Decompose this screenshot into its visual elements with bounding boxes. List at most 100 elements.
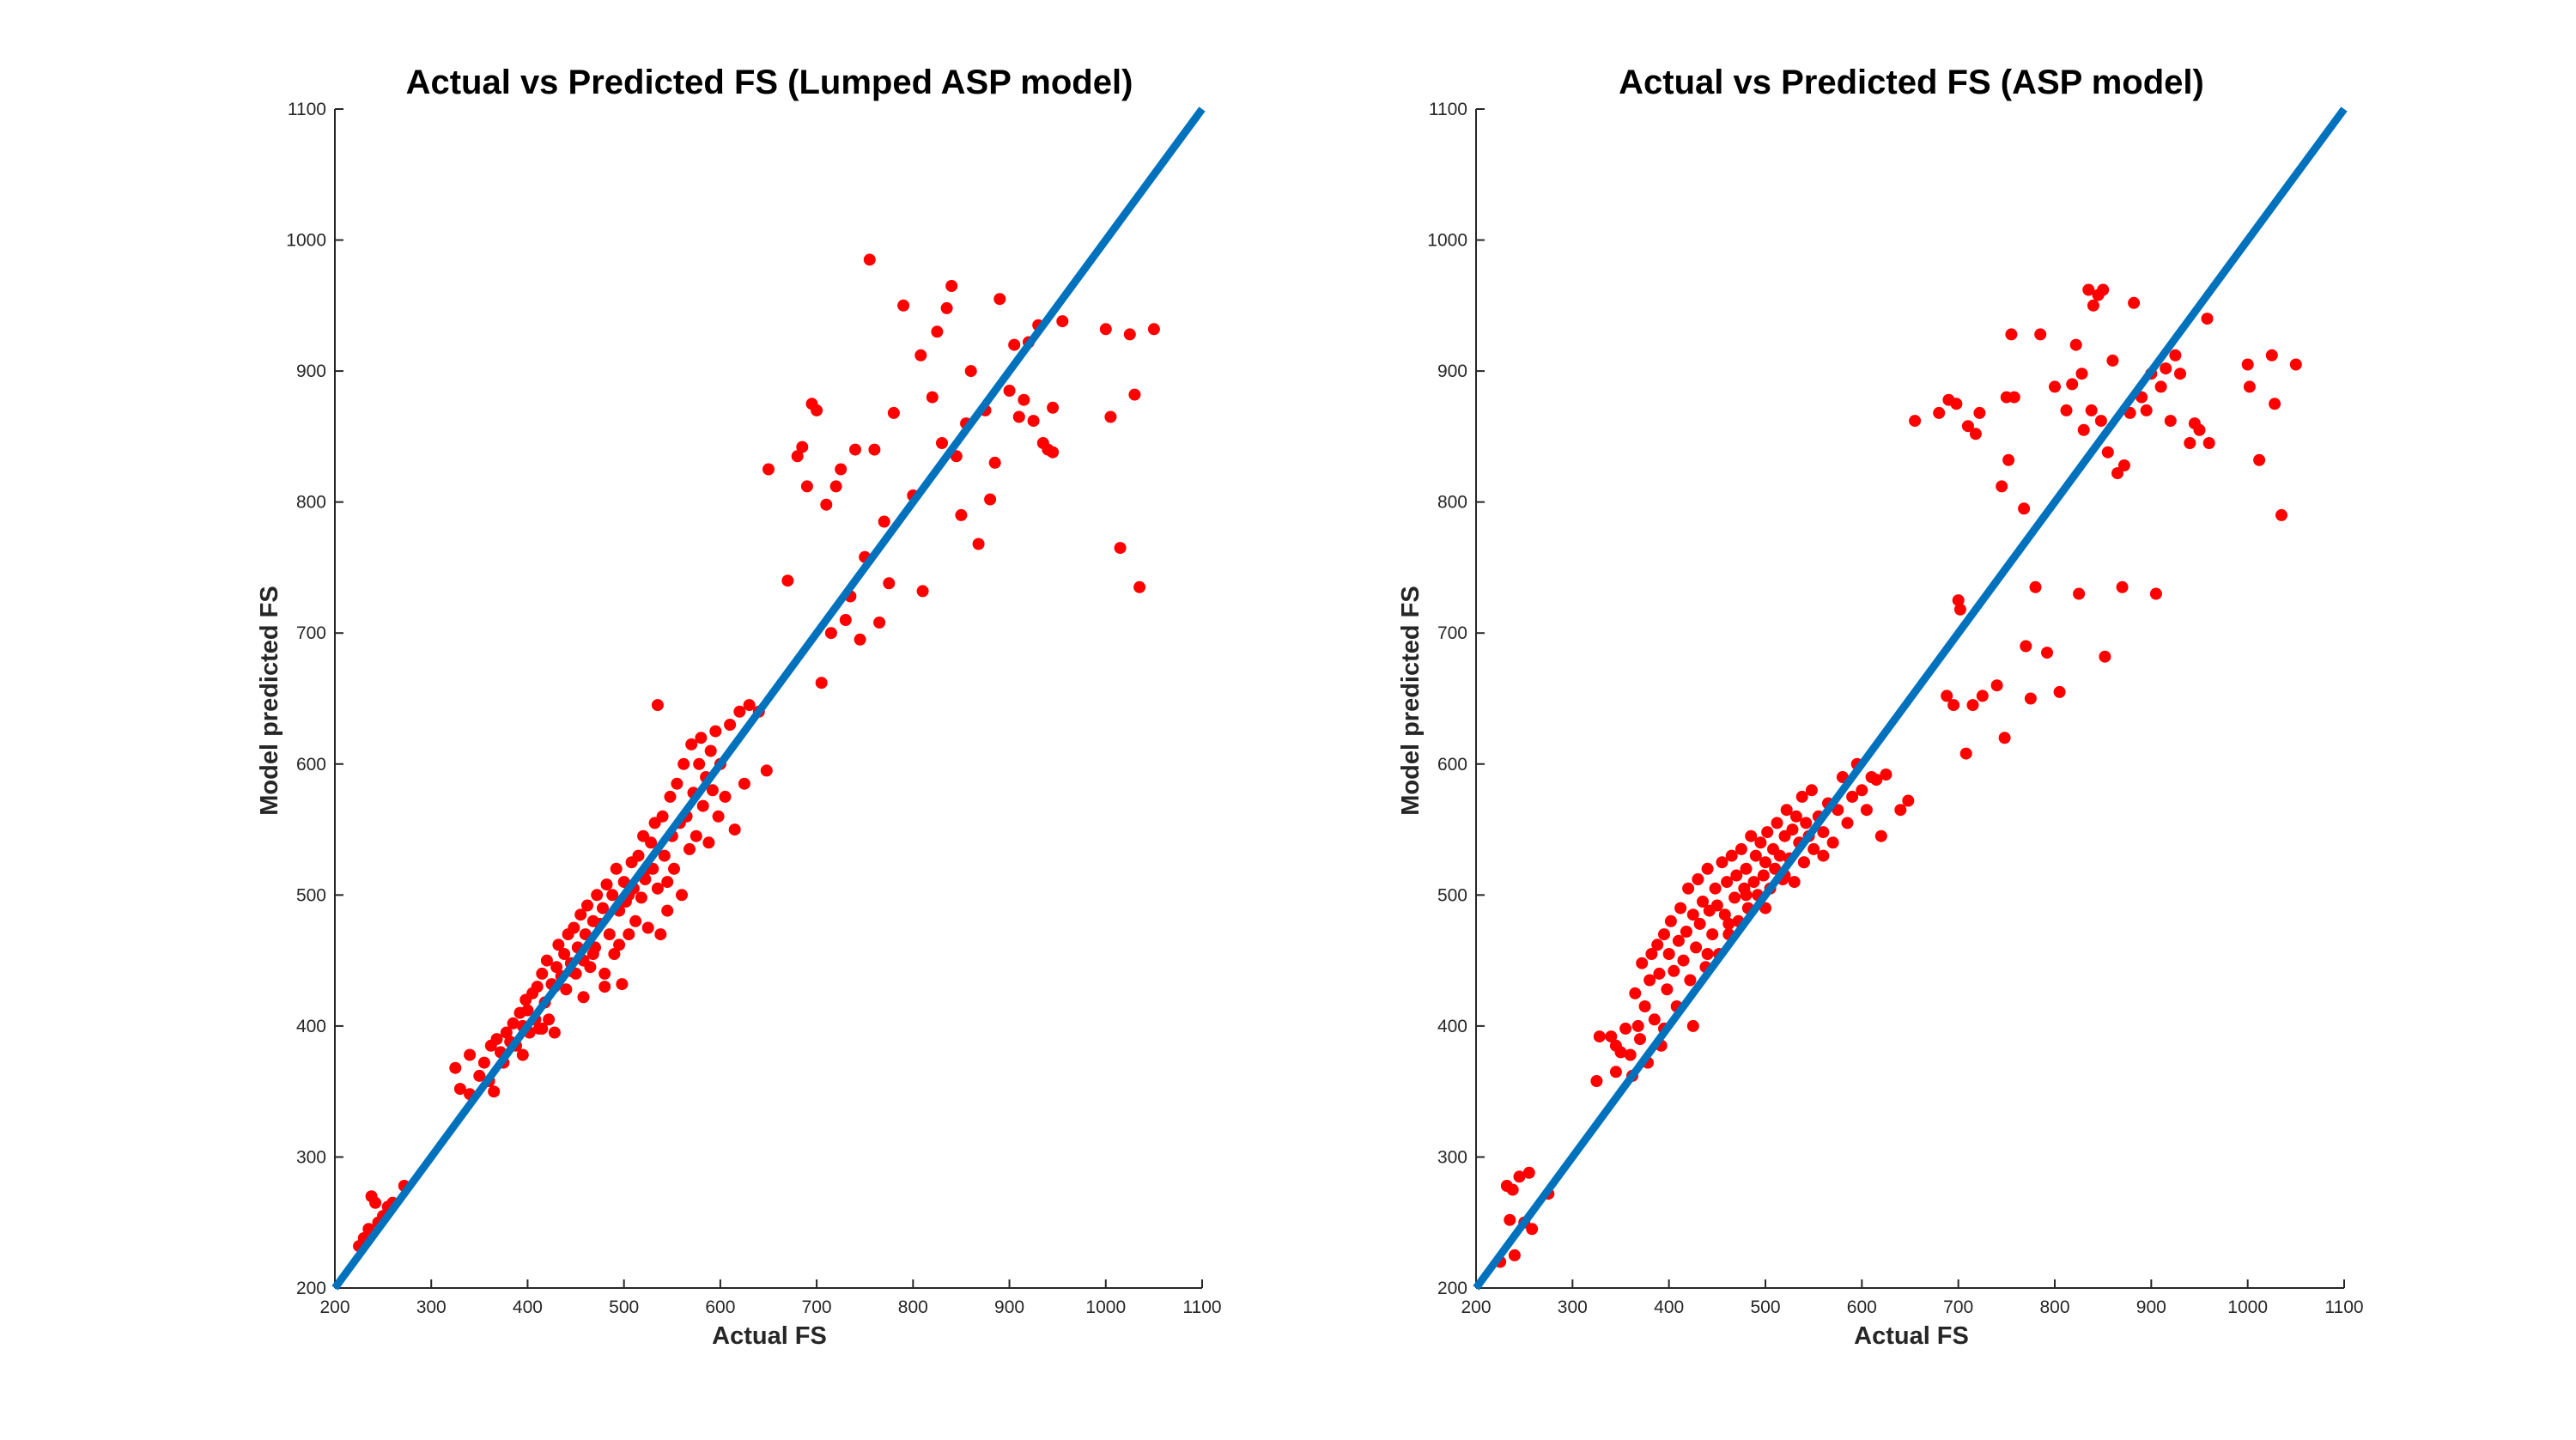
data-point <box>568 921 580 934</box>
data-point <box>597 902 609 914</box>
x-tick-label: 1100 <box>2324 1297 2363 1317</box>
data-point <box>760 764 773 777</box>
data-point <box>1645 948 1658 960</box>
data-point <box>1018 393 1030 406</box>
y-tick-label: 400 <box>296 1017 326 1036</box>
data-point <box>704 744 717 757</box>
y-tick-label: 200 <box>1437 1279 1467 1298</box>
y-tick-label: 1100 <box>288 100 326 119</box>
data-point <box>2253 453 2266 466</box>
chart-lumped-asp: Actual vs Predicted FS (Lumped ASP model… <box>256 64 1222 1350</box>
y-tick-label: 600 <box>296 755 326 775</box>
data-point <box>936 437 948 449</box>
data-point <box>521 1004 534 1017</box>
data-point <box>719 790 732 803</box>
data-point <box>473 1069 486 1082</box>
data-point <box>1773 849 1786 862</box>
data-point <box>1504 1213 1516 1226</box>
data-point <box>1740 889 1753 902</box>
data-point <box>1701 948 1714 960</box>
x-tick-label: 200 <box>319 1297 349 1317</box>
data-point <box>2202 437 2215 449</box>
reference-line <box>331 106 1206 1291</box>
data-point <box>690 829 702 842</box>
data-point <box>1668 964 1680 977</box>
data-point <box>1909 415 1922 428</box>
data-point <box>1133 580 1146 593</box>
chart-asp: Actual vs Predicted FS (ASP model) 200 30… <box>1397 64 2364 1350</box>
data-point <box>1761 826 1774 839</box>
data-point <box>2128 296 2141 309</box>
data-point <box>586 948 599 960</box>
data-point <box>1788 876 1801 889</box>
data-point <box>1047 446 1060 459</box>
data-point <box>1953 603 1966 616</box>
data-point <box>1147 323 1160 336</box>
data-point <box>2193 423 2206 436</box>
data-point <box>1634 1033 1646 1046</box>
y-tick-label: 700 <box>296 623 326 643</box>
data-point <box>1047 401 1060 414</box>
data-point <box>2116 580 2129 593</box>
data-point <box>1662 948 1675 960</box>
data-point <box>849 443 861 456</box>
data-point <box>645 836 658 849</box>
data-point <box>1709 882 1722 895</box>
data-point <box>2269 398 2281 410</box>
data-point <box>1619 1022 1632 1035</box>
data-point <box>1749 849 1762 862</box>
data-point <box>709 725 722 738</box>
data-point <box>1841 817 1854 829</box>
data-point <box>1104 410 1117 423</box>
data-point <box>584 961 597 974</box>
data-point <box>2018 502 2031 515</box>
data-point <box>1629 987 1642 999</box>
data-point <box>712 810 725 823</box>
data-point <box>706 784 719 797</box>
y-axis-label: Model predicted FS <box>1397 586 1425 815</box>
data-point <box>695 732 708 744</box>
data-point <box>1789 810 1802 823</box>
data-point <box>1947 699 1960 712</box>
data-point <box>2243 380 2256 393</box>
data-point <box>2149 587 2162 600</box>
data-point <box>1730 869 1743 882</box>
data-point <box>2020 640 2032 653</box>
data-point <box>724 719 737 731</box>
data-point <box>702 836 715 849</box>
data-point <box>516 1048 529 1061</box>
data-point <box>1008 338 1021 351</box>
data-point <box>1856 784 1868 797</box>
data-point <box>552 939 565 951</box>
data-point <box>598 981 611 993</box>
data-point <box>1800 817 1813 829</box>
data-point <box>550 961 563 974</box>
data-point <box>1674 902 1687 914</box>
x-tick-label: 800 <box>2039 1297 2069 1317</box>
data-point <box>914 349 927 362</box>
y-tick-label: 200 <box>296 1279 326 1298</box>
data-point <box>2265 349 2278 362</box>
data-point <box>1590 1075 1603 1087</box>
data-point <box>2066 378 2079 391</box>
data-point <box>728 823 741 836</box>
x-tick-label: 800 <box>898 1297 928 1317</box>
data-point <box>1725 849 1738 862</box>
data-point <box>791 450 804 463</box>
data-point <box>743 699 756 712</box>
x-tick-label: 200 <box>1461 1297 1491 1317</box>
data-point <box>2164 415 2177 428</box>
x-tick-label: 500 <box>1750 1297 1780 1317</box>
data-point <box>543 1013 556 1026</box>
y-tick-label: 800 <box>1437 493 1467 513</box>
x-tick-label: 300 <box>1558 1297 1588 1317</box>
data-point <box>577 991 590 1004</box>
data-point <box>1027 415 1040 428</box>
x-tick-label: 700 <box>1943 1297 1973 1317</box>
data-point <box>696 799 709 812</box>
data-point <box>2024 692 2037 705</box>
data-point <box>2094 415 2107 428</box>
x-tick-label: 1100 <box>1182 1297 1221 1317</box>
data-point <box>536 1022 549 1035</box>
